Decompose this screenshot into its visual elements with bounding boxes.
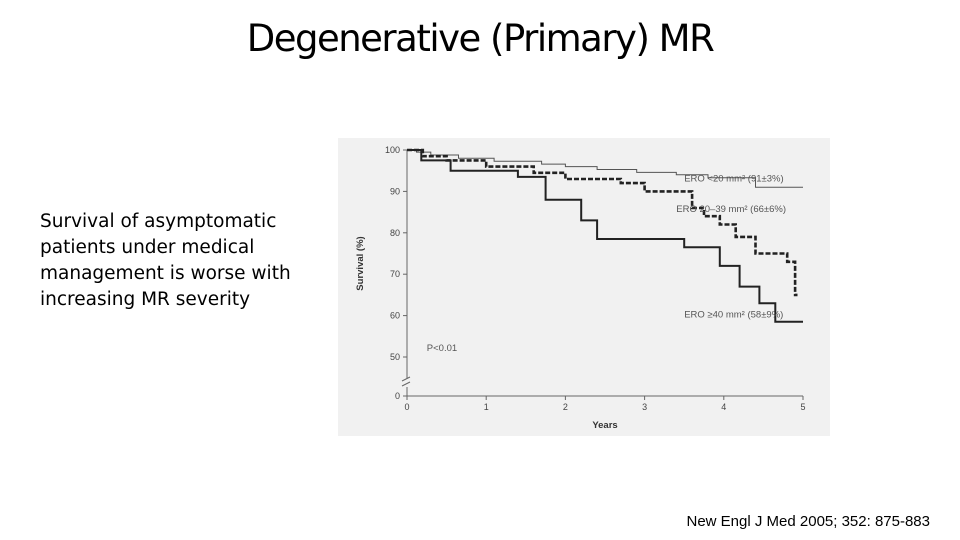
x-tick-label: 2 [563,402,568,412]
series-label-3: ERO ≥40 mm² (58±9%) [684,310,783,321]
y-tick-label: 0 [395,391,400,401]
series-label-2: ERO 20–39 mm² (66±6%) [676,204,786,215]
survival-chart: 0 50 60 70 80 90 100 0 1 2 3 4 5 Years Survival (%) ERO… [338,138,830,436]
series-line-1 [407,149,803,188]
slide-title: Degenerative (Primary) MR [246,17,715,60]
series-line-3 [407,149,803,323]
y-tick-label: 100 [385,145,400,155]
y-axis-label: Survival (%) [355,236,366,290]
survival-chart-svg: 0 50 60 70 80 90 100 0 1 2 3 4 5 Years Survival (%) ERO… [355,145,806,431]
y-axis-break-mark [401,376,411,387]
x-tick-label: 0 [404,402,409,412]
x-tick-label: 3 [642,402,647,412]
y-tick-label: 80 [390,228,400,238]
series-line-2 [407,148,798,297]
series-label-1: ERO <20 mm² (91±3%) [684,173,783,184]
y-tick-label: 70 [390,269,400,279]
citation: New Engl J Med 2005; 352: 875-883 [686,513,931,530]
y-tick-label: 60 [390,311,400,321]
x-tick-label: 1 [484,402,489,412]
y-tick-label: 50 [390,352,400,362]
y-tick-label: 90 [390,186,400,196]
x-tick-label: 4 [721,402,726,412]
x-axis-label: Years [592,420,617,431]
slide-body-text: Survival of asymptomatic patients under … [40,211,291,310]
p-value-annotation: P<0.01 [427,343,457,354]
x-tick-label: 5 [800,402,805,412]
